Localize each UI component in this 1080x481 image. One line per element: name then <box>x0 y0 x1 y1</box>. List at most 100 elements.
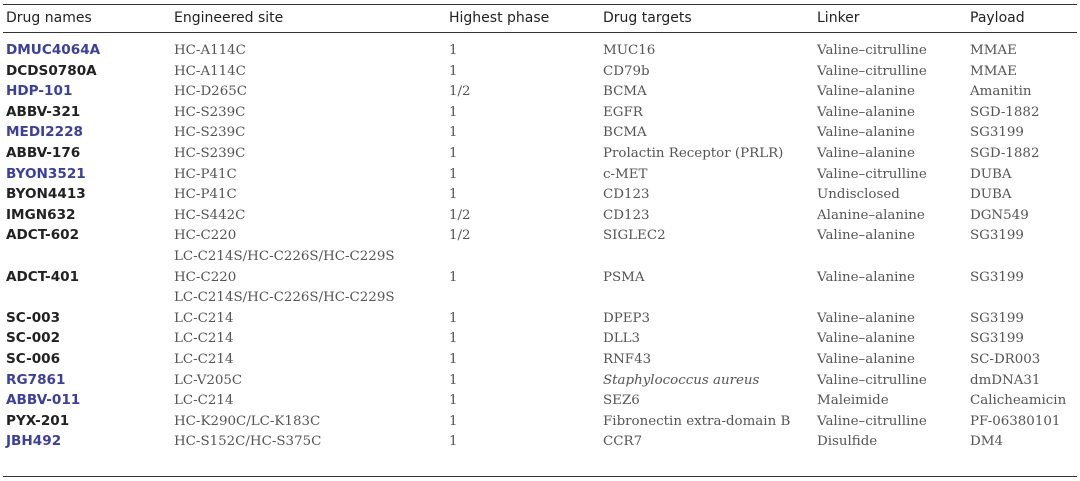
highest-phase: 1 <box>449 63 458 79</box>
drug-name[interactable]: ABBV-011 <box>6 392 81 409</box>
table-row: ABBV-321 HC-S239C 1 EGFR Valine–alanine SGD-1… <box>0 102 1080 123</box>
drug-target: Prolactin Receptor (PRLR) <box>603 146 784 161</box>
engineered-site: HC-S442C <box>174 207 246 223</box>
table-row: PYX-201 HC-K290C/LC-K183C 1 Fibronectin ext… <box>0 411 1080 432</box>
linker: Valine–alanine <box>817 125 915 141</box>
engineered-site: HC-C220 <box>174 228 237 244</box>
engineered-site: HC-S239C <box>174 125 246 141</box>
drug-name[interactable]: JBH492 <box>6 433 62 450</box>
drug-target: SIGLEC2 <box>603 228 666 244</box>
drug-name: SC-006 <box>6 351 61 367</box>
table-row: IMGN632 HC-S442C 1/2 CD123 Alanine–alanine DG… <box>0 205 1080 226</box>
engineered-site: HC-S239C <box>174 104 246 120</box>
payload: MMAE <box>970 63 1017 79</box>
table-row: HDP-101 HC-D265C 1/2 BCMA Valine–alanine Aman… <box>0 81 1080 102</box>
linker: Valine–alanine <box>817 331 915 347</box>
table-row: BYON3521 HC-P41C 1 c-MET Valine–citrulline DU… <box>0 164 1080 185</box>
engineered-site-continuation: LC-C214S/HC-C226S/HC-C229S <box>174 249 395 264</box>
highest-phase: 1 <box>449 310 458 326</box>
linker: Valine–citrulline <box>817 166 927 182</box>
highest-phase: 1/2 <box>449 228 471 244</box>
payload: SG3199 <box>970 331 1024 347</box>
table-row: MEDI2228 HC-S239C 1 BCMA Valine–alanine SG319… <box>0 122 1080 143</box>
header-engineered-site: Engineered site <box>174 10 284 26</box>
highest-phase: 1 <box>449 146 458 161</box>
payload: SC-DR003 <box>970 352 1041 367</box>
linker: Valine–alanine <box>817 352 915 367</box>
highest-phase: 1 <box>449 125 458 141</box>
table-row: SC-003 LC-C214 1 DPEP3 Valine–alanine SG3199 <box>0 308 1080 329</box>
engineered-site: HC-P41C <box>174 166 237 182</box>
highest-phase: 1 <box>449 413 458 429</box>
payload: dmDNA31 <box>970 372 1041 388</box>
drug-target: MUC16 <box>603 43 656 58</box>
drug-target: c-MET <box>603 166 648 182</box>
payload: MMAE <box>970 43 1017 58</box>
drug-target: DPEP3 <box>603 310 651 326</box>
header-drug-names: Drug names <box>6 10 92 26</box>
highest-phase: 1/2 <box>449 207 471 223</box>
payload: SGD-1882 <box>970 104 1040 120</box>
linker: Disulfide <box>817 434 878 450</box>
highest-phase: 1 <box>449 393 458 409</box>
table-row: SC-002 LC-C214 1 DLL3 Valine–alanine SG3199 <box>0 328 1080 349</box>
highest-phase: 1 <box>449 166 458 182</box>
linker: Maleimide <box>817 393 889 409</box>
linker: Valine–citrulline <box>817 43 927 58</box>
drug-name[interactable]: BYON3521 <box>6 165 86 182</box>
highest-phase: 1 <box>449 187 458 203</box>
drug-name: SC-003 <box>6 309 61 326</box>
payload: DGN549 <box>970 207 1029 223</box>
header-payload: Payload <box>970 10 1025 26</box>
highest-phase: 1/2 <box>449 84 471 100</box>
drug-name[interactable]: HDP-101 <box>6 83 73 100</box>
drug-name[interactable]: RG7861 <box>6 371 66 388</box>
drug-name: DCDS0780A <box>6 62 97 79</box>
header-linker: Linker <box>817 10 860 26</box>
linker: Valine–alanine <box>817 84 915 100</box>
drug-name: ABBV-176 <box>6 145 81 161</box>
engineered-site: HC-P41C <box>174 187 237 203</box>
linker: Valine–alanine <box>817 269 915 285</box>
engineered-site: LC-C214 <box>174 331 234 347</box>
linker: Valine–citrulline <box>817 372 927 388</box>
highest-phase: 1 <box>449 352 458 367</box>
engineered-site: LC-V205C <box>174 372 243 388</box>
engineered-site: HC-K290C/LC-K183C <box>174 413 321 429</box>
table-row: SC-006 LC-C214 1 RNF43 Valine–alanine SC-DR00… <box>0 349 1080 370</box>
engineered-site: HC-D265C <box>174 84 247 100</box>
drug-target: BCMA <box>603 84 647 100</box>
highest-phase: 1 <box>449 331 458 347</box>
drug-name[interactable]: MEDI2228 <box>6 124 83 141</box>
engineered-site: LC-C214 <box>174 393 234 409</box>
payload: DUBA <box>970 187 1012 203</box>
payload: SG3199 <box>970 125 1024 141</box>
highest-phase: 1 <box>449 43 458 58</box>
drug-target: PSMA <box>603 269 645 285</box>
table-row: ADCT-401 HC-C220 1 PSMA Valine–alanine SG3199 <box>0 267 1080 288</box>
drug-name: PYX-201 <box>6 412 70 429</box>
drug-target: CD123 <box>603 207 650 223</box>
table-row: RG7861 LC-V205C 1 Staphylococcus aureus Vali… <box>0 370 1080 391</box>
drug-target: DLL3 <box>603 331 641 347</box>
linker: Valine–alanine <box>817 310 915 326</box>
drug-name: SC-002 <box>6 330 61 347</box>
highest-phase: 1 <box>449 104 458 120</box>
linker: Valine–citrulline <box>817 413 927 429</box>
highest-phase: 1 <box>449 372 458 388</box>
linker: Valine–alanine <box>817 146 915 161</box>
drug-name: ABBV-321 <box>6 103 81 120</box>
payload: SGD-1882 <box>970 146 1040 161</box>
engineered-site: HC-S239C <box>174 146 246 161</box>
header-highest-phase: Highest phase <box>449 10 550 26</box>
drug-name: ADCT-401 <box>6 268 80 285</box>
table-header-rule <box>3 32 1077 33</box>
drug-name[interactable]: DMUC4064A <box>6 42 101 58</box>
linker: Undisclosed <box>817 187 900 203</box>
table-row: ADCT-602 HC-C220 1/2 SIGLEC2 Valine–alanine S… <box>0 225 1080 246</box>
drug-name: IMGN632 <box>6 206 76 223</box>
linker: Alanine–alanine <box>817 207 925 223</box>
drug-target: CD123 <box>603 187 650 203</box>
payload: DM4 <box>970 434 1003 450</box>
drug-target: CD79b <box>603 63 650 79</box>
